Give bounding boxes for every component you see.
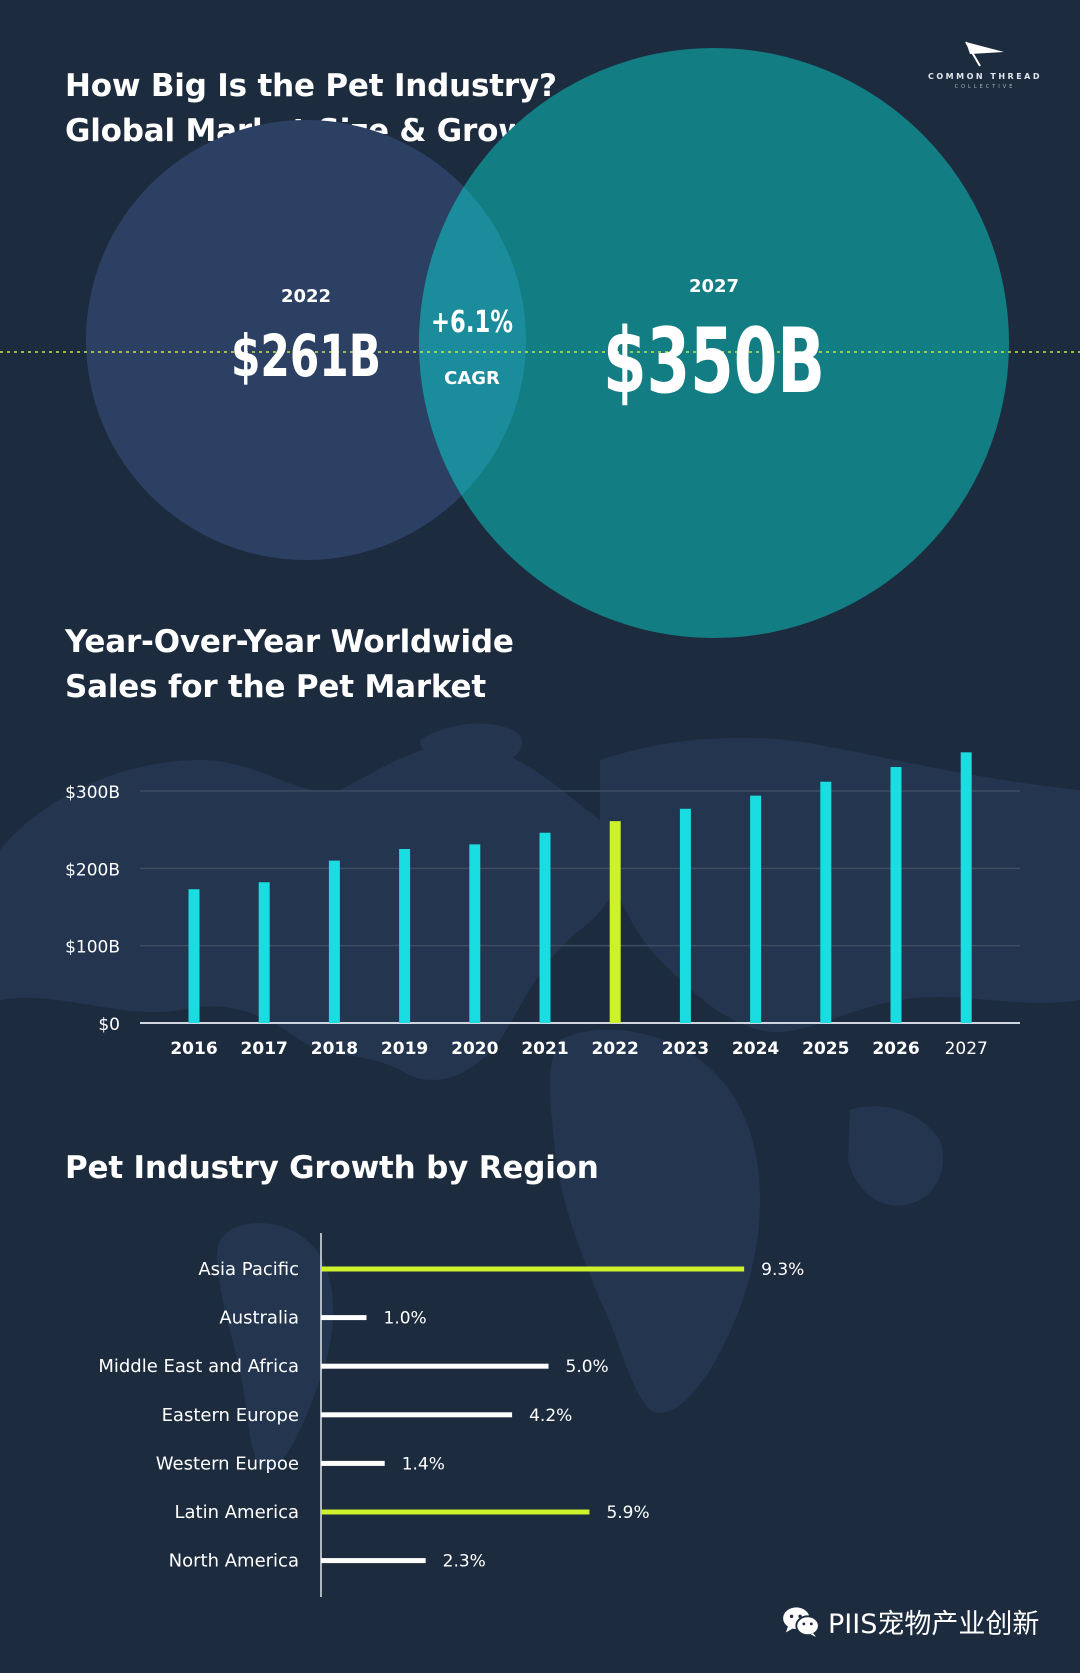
logo-subname: COLLECTIVE — [954, 84, 1016, 90]
watermark-text: PIIS宠物产业创新 — [828, 1609, 1040, 1640]
venn-right-circle — [419, 48, 1009, 638]
venn-right-year: 2027 — [689, 276, 739, 297]
sales-chart-title-line1: Year-Over-Year Worldwide — [65, 624, 514, 660]
venn-right-value: $350B — [603, 309, 825, 414]
venn-cagr-value: +6.1% — [431, 305, 513, 340]
common-thread-logo: COMMON THREAD COLLECTIVE — [925, 40, 1045, 90]
sales-chart-title: Year-Over-Year Worldwide Sales for the P… — [65, 620, 514, 710]
venn-left-circle — [86, 120, 526, 560]
logo-name: COMMON THREAD — [928, 72, 1042, 81]
venn-left-value: $261B — [231, 322, 381, 390]
market-size-venn: 2022 $261B +6.1% CAGR 2027 $350B — [0, 48, 1080, 638]
flag-icon — [965, 41, 1004, 67]
page-title-line1: How Big Is the Pet Industry? — [65, 68, 557, 104]
region-chart-title-text: Pet Industry Growth by Region — [65, 1150, 599, 1186]
region-chart-title: Pet Industry Growth by Region — [65, 1146, 599, 1191]
sales-chart-title-line2: Sales for the Pet Market — [65, 669, 486, 705]
venn-cagr-label: CAGR — [444, 368, 500, 389]
wechat-icon — [783, 1606, 820, 1637]
watermark: PIIS宠物产业创新 — [782, 1602, 1039, 1641]
venn-left-year: 2022 — [281, 286, 331, 307]
